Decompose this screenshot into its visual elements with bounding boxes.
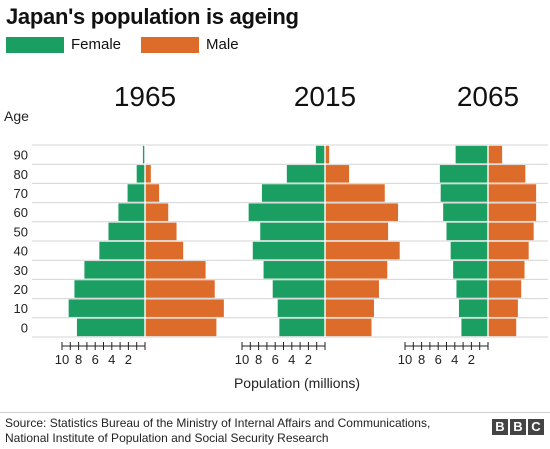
- bar-female-2015-age-40: [253, 242, 325, 260]
- bar-female-2015-age-10: [278, 299, 325, 317]
- bar-male-2065-age-60: [488, 203, 536, 221]
- x-tick-label: 8: [75, 352, 82, 367]
- bar-male-2065-age-40: [488, 242, 529, 260]
- x-axis-label: Population (millions): [234, 375, 360, 391]
- bar-female-1965-age-80: [137, 165, 145, 183]
- bar-male-2015-age-0: [325, 319, 371, 337]
- source-note: Source: Statistics Bureau of the Ministr…: [5, 416, 475, 446]
- x-tick-label: 2: [305, 352, 312, 367]
- bar-male-1965-age-30: [145, 261, 206, 279]
- x-tick-label: 4: [288, 352, 295, 367]
- bar-female-1965-age-10: [69, 299, 145, 317]
- bar-male-1965-age-50: [145, 223, 177, 241]
- bar-male-1965-age-20: [145, 280, 215, 298]
- bar-male-2065-age-10: [488, 299, 518, 317]
- x-tick-label: 8: [255, 352, 262, 367]
- bar-male-2065-age-90: [488, 146, 502, 164]
- panel-label-2015: 2015: [294, 81, 356, 112]
- bar-female-1965-age-30: [84, 261, 145, 279]
- bar-male-2015-age-50: [325, 223, 388, 241]
- x-tick-label: 8: [418, 352, 425, 367]
- bar-male-1965-age-40: [145, 242, 183, 260]
- bar-female-2065-age-20: [456, 280, 488, 298]
- x-tick-label: 10: [55, 352, 69, 367]
- bar-female-1965-age-70: [128, 184, 145, 202]
- y-tick-label: 10: [14, 301, 28, 316]
- bar-female-2065-age-50: [447, 223, 489, 241]
- panel-label-2065: 2065: [457, 81, 519, 112]
- y-tick-label: 0: [21, 320, 28, 335]
- bar-female-2015-age-20: [273, 280, 325, 298]
- y-tick-label: 20: [14, 282, 28, 297]
- y-axis-label: Age: [4, 108, 29, 124]
- bar-female-2015-age-60: [249, 203, 325, 221]
- x-tick-label: 10: [235, 352, 249, 367]
- x-tick-label: 4: [451, 352, 458, 367]
- bbc-logo-letter-b1: B: [492, 419, 508, 435]
- bar-male-1965-age-0: [145, 319, 216, 337]
- bar-female-2015-age-70: [262, 184, 325, 202]
- bar-male-2015-age-10: [325, 299, 374, 317]
- footer: Source: Statistics Bureau of the Ministr…: [0, 412, 550, 449]
- x-tick-label: 2: [125, 352, 132, 367]
- x-tick-label: 6: [92, 352, 99, 367]
- x-tick-label: 2: [468, 352, 475, 367]
- y-tick-label: 90: [14, 148, 28, 163]
- bar-female-2015-age-80: [287, 165, 325, 183]
- bar-female-2065-age-40: [451, 242, 488, 260]
- bar-male-2065-age-0: [488, 319, 516, 337]
- bar-female-2065-age-90: [456, 146, 488, 164]
- bar-male-2015-age-80: [325, 165, 349, 183]
- bar-male-2065-age-80: [488, 165, 525, 183]
- bar-female-2015-age-0: [279, 319, 325, 337]
- x-tick-label: 10: [398, 352, 412, 367]
- bar-female-1965-age-50: [108, 223, 145, 241]
- y-tick-label: 30: [14, 263, 28, 278]
- bar-female-2065-age-70: [441, 184, 488, 202]
- bar-male-2065-age-30: [488, 261, 525, 279]
- bbc-logo: B B C: [490, 419, 544, 435]
- bar-female-1965-age-40: [99, 242, 145, 260]
- y-tick-label: 50: [14, 224, 28, 239]
- bar-male-2015-age-30: [325, 261, 387, 279]
- bar-female-1965-age-0: [77, 319, 145, 337]
- bar-male-2065-age-50: [488, 223, 534, 241]
- bar-female-1965-age-20: [74, 280, 145, 298]
- bar-male-2065-age-70: [488, 184, 536, 202]
- bar-female-2065-age-60: [443, 203, 488, 221]
- bar-female-2015-age-50: [260, 223, 325, 241]
- bar-male-2015-age-20: [325, 280, 379, 298]
- bar-male-2065-age-20: [488, 280, 521, 298]
- panel-label-1965: 1965: [114, 81, 176, 112]
- bar-female-2065-age-0: [461, 319, 488, 337]
- bar-female-1965-age-60: [118, 203, 145, 221]
- bar-male-1965-age-80: [145, 165, 151, 183]
- bbc-logo-letter-b2: B: [510, 419, 526, 435]
- bar-female-2065-age-80: [440, 165, 488, 183]
- bar-female-2015-age-30: [264, 261, 325, 279]
- bar-female-2015-age-90: [316, 146, 325, 164]
- bar-male-1965-age-70: [145, 184, 159, 202]
- bbc-logo-letter-c: C: [528, 419, 544, 435]
- bar-male-2015-age-70: [325, 184, 385, 202]
- bar-male-1965-age-60: [145, 203, 168, 221]
- bar-female-2065-age-10: [459, 299, 488, 317]
- x-tick-label: 6: [272, 352, 279, 367]
- x-tick-label: 6: [435, 352, 442, 367]
- y-tick-label: 80: [14, 167, 28, 182]
- y-tick-label: 60: [14, 205, 28, 220]
- bar-male-1965-age-10: [145, 299, 224, 317]
- y-tick-label: 40: [14, 244, 28, 259]
- bar-female-2065-age-30: [453, 261, 488, 279]
- bar-male-2015-age-40: [325, 242, 400, 260]
- y-tick-label: 70: [14, 186, 28, 201]
- bar-male-2015-age-60: [325, 203, 398, 221]
- x-tick-label: 4: [108, 352, 115, 367]
